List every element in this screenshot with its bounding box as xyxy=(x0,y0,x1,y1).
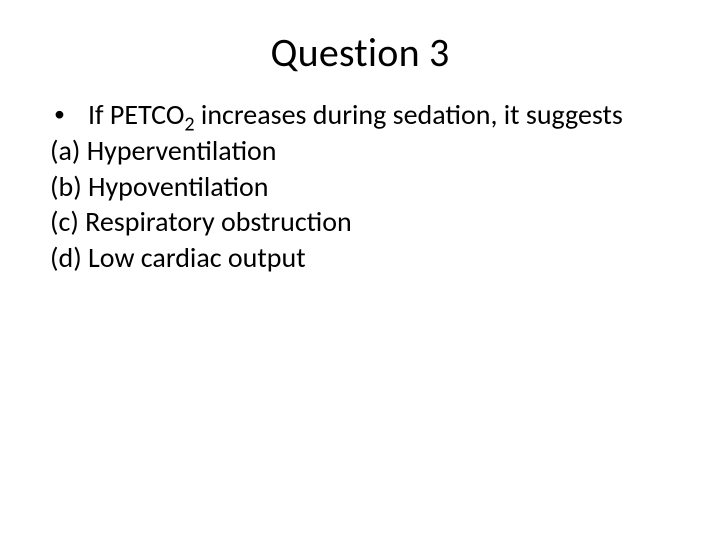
slide-body: • If PETCO2 increases during sedation, i… xyxy=(0,97,720,276)
question-stem-row: • If PETCO2 increases during sedation, i… xyxy=(50,97,660,133)
question-stem: If PETCO2 increases during sedation, it … xyxy=(88,97,660,133)
option-a: (a) Hyperventilation xyxy=(50,133,660,169)
stem-post: increases during sedation, it suggests xyxy=(195,97,623,132)
option-b: (b) Hypoventilation xyxy=(50,169,660,205)
option-c: (c) Respiratory obstruction xyxy=(50,204,660,240)
slide-title: Question 3 xyxy=(0,0,720,97)
slide: Question 3 • If PETCO2 increases during … xyxy=(0,0,720,540)
bullet-icon: • xyxy=(50,97,88,131)
option-d: (d) Low cardiac output xyxy=(50,240,660,276)
stem-pre: If PETCO xyxy=(88,97,184,132)
